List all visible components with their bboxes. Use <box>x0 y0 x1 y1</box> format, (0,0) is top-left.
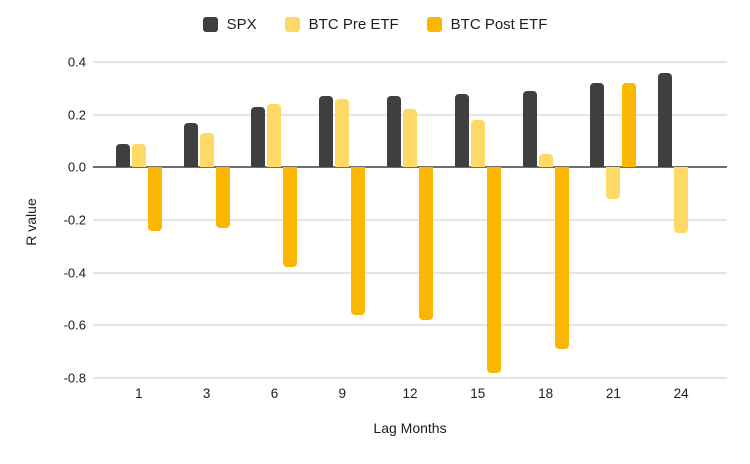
bar-spx-lag-15 <box>454 93 469 168</box>
x-tick-label: 24 <box>673 386 689 401</box>
bar-btc-pre-etf-lag-9 <box>335 98 350 168</box>
bar-group-lag-12 <box>376 62 444 378</box>
bar-btc-pre-etf-lag-24 <box>674 167 689 234</box>
bar-spx-lag-9 <box>319 96 334 168</box>
legend-label: BTC Post ETF <box>450 16 548 33</box>
bar-btc-pre-etf-lag-21 <box>606 167 621 199</box>
bar-group-lag-21 <box>579 62 647 378</box>
bar-spx-lag-1 <box>115 143 130 168</box>
y-tick-label: 0.0 <box>67 159 86 175</box>
y-tick-label: 0.2 <box>67 107 86 123</box>
legend-swatch-icon <box>202 17 218 32</box>
bar-btc-post-etf-lag-15 <box>486 167 501 373</box>
legend: SPX BTC Pre ETF BTC Post ETF <box>0 16 750 33</box>
x-tick-label: 6 <box>270 386 279 401</box>
bar-group-lag-18 <box>512 62 580 378</box>
gridline <box>93 324 727 327</box>
bar-btc-post-etf-lag-21 <box>622 83 637 168</box>
bar-btc-post-etf-lag-12 <box>419 167 434 321</box>
legend-label: SPX <box>226 16 257 33</box>
bar-btc-pre-etf-lag-12 <box>403 109 418 168</box>
bar-btc-post-etf-lag-1 <box>147 167 162 231</box>
bar-group-lag-6 <box>241 62 309 378</box>
bar-group-lag-15 <box>444 62 512 378</box>
bar-spx-lag-6 <box>251 106 266 168</box>
bar-btc-pre-etf-lag-1 <box>131 143 146 168</box>
x-tick-label: 15 <box>470 386 486 401</box>
bar-btc-pre-etf-lag-15 <box>470 119 485 168</box>
gridline <box>93 271 727 274</box>
x-tick-label: 21 <box>605 386 621 401</box>
bar-spx-lag-24 <box>658 72 673 168</box>
y-tick-label: 0.4 <box>67 54 86 70</box>
legend-item-0: SPX <box>202 16 257 33</box>
y-tick-label: -0.6 <box>63 317 86 333</box>
legend-swatch-icon <box>426 17 442 32</box>
bar-btc-pre-etf-lag-6 <box>267 104 282 168</box>
x-axis-labels: 1 3 6 9 12 15 18 21 24 <box>105 386 715 401</box>
x-tick-label: 3 <box>202 386 211 401</box>
y-tick-label: -0.2 <box>63 212 86 228</box>
x-tick-label: 12 <box>402 386 418 401</box>
bar-spx-lag-21 <box>590 83 605 168</box>
x-tick-label: 1 <box>135 386 143 401</box>
gridline <box>93 219 727 221</box>
bar-group-lag-24 <box>647 62 715 378</box>
bar-btc-post-etf-lag-9 <box>351 167 366 315</box>
bar-btc-post-etf-lag-18 <box>554 167 569 350</box>
plot-area <box>93 61 727 379</box>
x-axis-title: Lag Months <box>373 420 447 436</box>
zero-axis-line <box>93 166 727 169</box>
x-tick-label: 9 <box>338 386 346 401</box>
bar-spx-lag-18 <box>522 90 537 168</box>
gridline <box>93 61 727 63</box>
y-tick-label: -0.8 <box>63 370 86 386</box>
legend-label: BTC Pre ETF <box>308 16 399 33</box>
bar-spx-lag-3 <box>183 122 198 168</box>
legend-swatch-icon <box>284 17 300 32</box>
bar-group-lag-3 <box>173 62 241 378</box>
bar-spx-lag-12 <box>387 96 402 168</box>
x-tick-label: 18 <box>538 386 554 401</box>
legend-item-1: BTC Pre ETF <box>284 16 399 33</box>
bar-group-lag-1 <box>105 62 173 378</box>
bars <box>105 62 715 378</box>
bar-btc-post-etf-lag-6 <box>283 167 298 268</box>
bar-btc-pre-etf-lag-18 <box>538 154 553 168</box>
legend-item-2: BTC Post ETF <box>426 16 548 33</box>
y-tick-label: -0.4 <box>63 265 86 281</box>
bar-group-lag-9 <box>308 62 376 378</box>
bar-btc-post-etf-lag-3 <box>215 167 230 228</box>
bar-btc-pre-etf-lag-3 <box>199 133 214 168</box>
gridline <box>93 377 727 379</box>
